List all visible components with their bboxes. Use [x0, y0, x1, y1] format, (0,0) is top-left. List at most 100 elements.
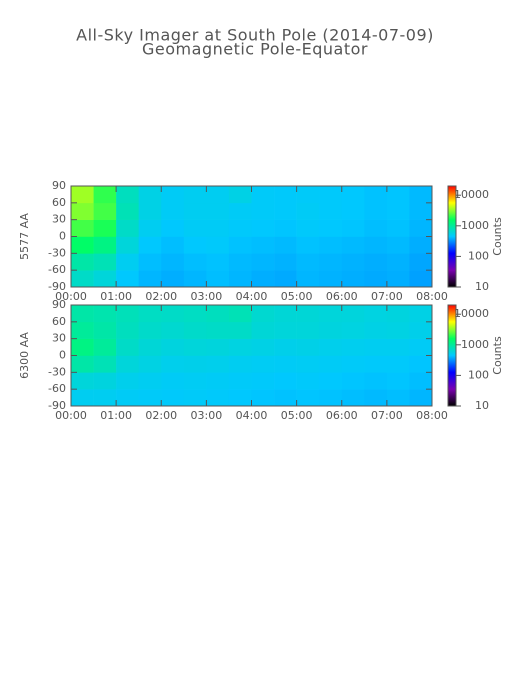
heatmap-cell [71, 202, 94, 220]
heatmap-cell [183, 355, 207, 373]
y-tick-label: -90 [48, 399, 66, 412]
heatmap-cell [274, 305, 297, 323]
heatmap-cell [138, 219, 162, 237]
x-tick-label: 03:00 [191, 290, 223, 303]
heatmap-cell [409, 321, 433, 339]
heatmap-cell [161, 372, 185, 390]
heatmap-cell [183, 253, 207, 271]
heatmap-cell [71, 338, 94, 356]
y-tick-label: 60 [52, 315, 66, 328]
heatmap-cell [409, 236, 433, 254]
heatmap-cell [71, 270, 94, 288]
heatmap-cell [341, 305, 365, 323]
y-tick-label: 0 [59, 230, 66, 243]
heatmap-cell [386, 219, 410, 237]
heatmap-cell [296, 389, 320, 407]
heatmap-cell [364, 321, 388, 339]
heatmap-cell [296, 321, 320, 339]
heatmap-cell [206, 305, 230, 323]
heatmap-cell [116, 270, 139, 288]
heatmap-cell [183, 219, 207, 237]
heatmap-cell [161, 321, 185, 339]
heatmap-cell [296, 338, 320, 356]
heatmap-cell [183, 270, 207, 288]
heatmap-cell [138, 321, 162, 339]
heatmap-cell [364, 338, 388, 356]
heatmap-cell [116, 389, 139, 407]
y-tick-label: 30 [52, 332, 66, 345]
heatmap-cell [341, 202, 365, 220]
heatmap-cell [409, 338, 433, 356]
heatmap-cell [296, 355, 320, 373]
heatmap-cell [319, 389, 343, 407]
y-axis-label: 6300 AA [18, 332, 31, 379]
heatmap-cell [161, 355, 185, 373]
heatmap-cell [251, 253, 275, 271]
heatmap-cell [319, 338, 343, 356]
heatmap-cell [274, 270, 297, 288]
heatmap-cell [386, 270, 410, 288]
colorbar-tick-label: 10 [475, 399, 489, 412]
heatmap-cell [409, 389, 433, 407]
heatmap-cell [93, 355, 117, 373]
heatmap-cell [206, 219, 230, 237]
heatmap-cell [71, 236, 94, 254]
heatmap-cell [161, 236, 185, 254]
heatmap-cell [386, 355, 410, 373]
heatmap-cell [319, 270, 343, 288]
heatmap-cell [274, 202, 297, 220]
x-tick-label: 00:00 [55, 409, 87, 422]
heatmap-cell [251, 389, 275, 407]
heatmap-cell [251, 202, 275, 220]
x-tick-label: 07:00 [371, 409, 403, 422]
heatmap-cell [138, 202, 162, 220]
heatmap-cell [161, 253, 185, 271]
heatmap-cell [183, 186, 207, 204]
heatmap-cell [161, 202, 185, 220]
heatmap-cell [206, 202, 230, 220]
heatmap-cell [341, 355, 365, 373]
heatmap-cell [161, 338, 185, 356]
colorbar-tick-label: 1000 [461, 219, 489, 232]
heatmap-cell [228, 372, 252, 390]
heatmap-cell [319, 202, 343, 220]
heatmap-cell [409, 186, 433, 204]
heatmap-cell [296, 236, 320, 254]
heatmap-cell [228, 253, 252, 271]
heatmap-cell [93, 236, 117, 254]
heatmap-cell [296, 186, 320, 204]
heatmap-cell [409, 305, 433, 323]
heatmap-cell [71, 355, 94, 373]
heatmap-cell [138, 186, 162, 204]
heatmap-cell [228, 321, 252, 339]
x-tick-label: 05:00 [281, 409, 313, 422]
heatmap-cell [93, 202, 117, 220]
heatmap-cell [161, 219, 185, 237]
heatmap-cell [116, 202, 139, 220]
y-tick-label: -60 [48, 382, 66, 395]
heatmap-cell [93, 270, 117, 288]
heatmap-cell [228, 186, 252, 204]
x-tick-label: 07:00 [371, 290, 403, 303]
heatmap-cell [409, 355, 433, 373]
heatmap-cell [138, 389, 162, 407]
heatmap-cell [93, 321, 117, 339]
heatmap-cell [116, 186, 139, 204]
heatmap-cell [274, 372, 297, 390]
heatmap-cell [386, 253, 410, 271]
heatmap-cell [228, 305, 252, 323]
heatmap-cell [116, 372, 139, 390]
heatmap-cell [364, 236, 388, 254]
heatmap-cell [296, 253, 320, 271]
x-tick-label: 05:00 [281, 290, 313, 303]
colorbar-tick-label: 10000 [454, 307, 489, 320]
heatmap-cell [161, 305, 185, 323]
heatmap-cell [364, 372, 388, 390]
heatmap-cell [364, 186, 388, 204]
heatmap-cell [274, 219, 297, 237]
heatmap-cell [71, 186, 94, 204]
heatmap-cell [319, 253, 343, 271]
heatmap-cell [183, 389, 207, 407]
heatmap-cell [206, 389, 230, 407]
heatmap-cell [341, 270, 365, 288]
